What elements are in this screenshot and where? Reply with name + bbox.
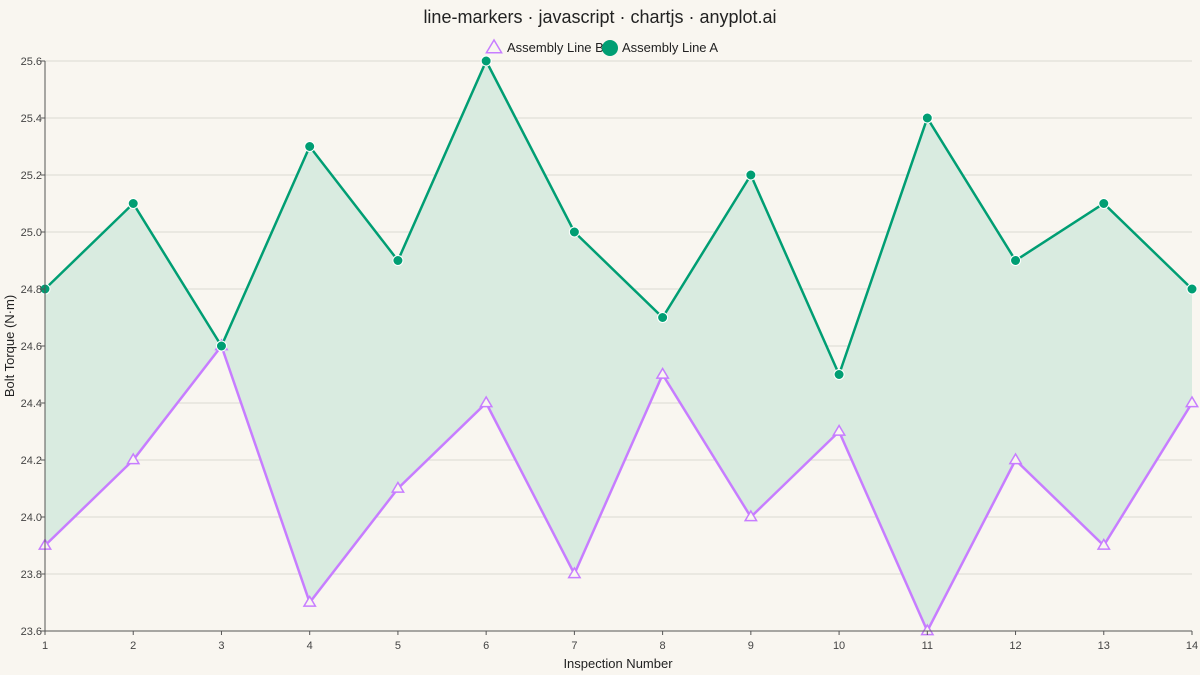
- data-point-assembly-line-a: [127, 198, 139, 209]
- data-point-assembly-line-b: [743, 509, 758, 522]
- y-tick-label: 25.2: [21, 170, 42, 182]
- y-tick-label: 24.6: [21, 341, 42, 353]
- x-tick-label: 1: [42, 640, 48, 652]
- x-tick-label: 11: [922, 640, 933, 652]
- data-point-assembly-line-a: [215, 340, 227, 352]
- legend[interactable]: Assembly Line B Assembly Line A: [485, 38, 718, 56]
- y-tick-label: 25.4: [21, 113, 42, 125]
- data-point-assembly-line-b: [390, 481, 405, 493]
- x-tick-label: 12: [1009, 640, 1021, 652]
- legend-circle-marker: [602, 40, 618, 56]
- series-lines: [44, 58, 1194, 634]
- data-point-assembly-line-a: [1010, 255, 1022, 266]
- y-tick-label: 24.0: [21, 512, 42, 524]
- data-point-assembly-line-a: [480, 55, 492, 67]
- y-tick-label: 24.4: [21, 398, 42, 410]
- x-tick-label: 4: [307, 640, 313, 652]
- x-tick-label: 5: [395, 640, 401, 652]
- y-tick-label: 25.0: [21, 227, 42, 239]
- x-tick-label: 9: [748, 640, 754, 652]
- legend-triangle-marker: [485, 38, 503, 54]
- y-axis-label: Bolt Torque (N·m): [2, 295, 17, 397]
- x-tick-label: 13: [1098, 640, 1110, 652]
- data-point-assembly-line-b: [655, 367, 670, 379]
- chart-title: line-markers · javascript · chartjs · an…: [423, 7, 776, 27]
- data-point-assembly-line-b: [567, 566, 582, 579]
- data-point-assembly-line-a: [1098, 198, 1110, 209]
- x-tick-label: 10: [833, 640, 845, 652]
- x-tick-label: 6: [483, 640, 489, 652]
- y-tick-label: 25.6: [21, 56, 42, 68]
- fill-between-series: [45, 61, 1192, 631]
- data-point-assembly-line-a: [568, 226, 580, 238]
- data-point-assembly-line-a: [921, 112, 933, 124]
- x-tick-label: 2: [130, 640, 136, 652]
- data-point-assembly-line-b: [832, 424, 847, 436]
- fill-area: [45, 61, 1192, 631]
- axes: 23.6 23.8 24.0 24.2 24.4 24.6 24.8 25.0 25.2 25.4…: [21, 56, 1199, 652]
- y-tick-label: 24.2: [21, 455, 42, 467]
- y-tick-label: 23.8: [21, 569, 42, 581]
- data-point-assembly-line-b: [1184, 395, 1200, 408]
- data-point-assembly-line-a: [1186, 283, 1198, 295]
- series-line-assembly-line-a: [44, 58, 1193, 378]
- legend-label-assembly-line-a: Assembly Line A: [622, 40, 718, 55]
- data-point-assembly-line-a: [392, 255, 404, 266]
- x-tick-label: 8: [660, 640, 666, 652]
- data-point-assembly-line-a: [833, 369, 845, 380]
- data-point-assembly-line-b: [302, 595, 317, 607]
- series-line-assembly-line-b: [44, 343, 1194, 634]
- x-tick-label: 14: [1186, 640, 1198, 652]
- series-markers: [37, 55, 1200, 636]
- data-point-assembly-line-b: [479, 395, 494, 408]
- data-point-assembly-line-a: [745, 169, 757, 181]
- data-point-assembly-line-a: [304, 141, 316, 152]
- y-tick-label: 24.8: [21, 284, 42, 296]
- data-point-assembly-line-a: [657, 312, 669, 323]
- data-point-assembly-line-b: [1096, 538, 1111, 550]
- legend-label-assembly-line-b: Assembly Line B: [507, 40, 604, 55]
- x-axis-label: Inspection Number: [563, 656, 673, 671]
- x-tick-label: 7: [571, 640, 577, 652]
- data-point-assembly-line-b: [126, 452, 141, 465]
- data-point-assembly-line-b: [1008, 452, 1023, 465]
- y-tick-label: 23.6: [21, 626, 42, 638]
- x-tick-label: 3: [218, 640, 224, 652]
